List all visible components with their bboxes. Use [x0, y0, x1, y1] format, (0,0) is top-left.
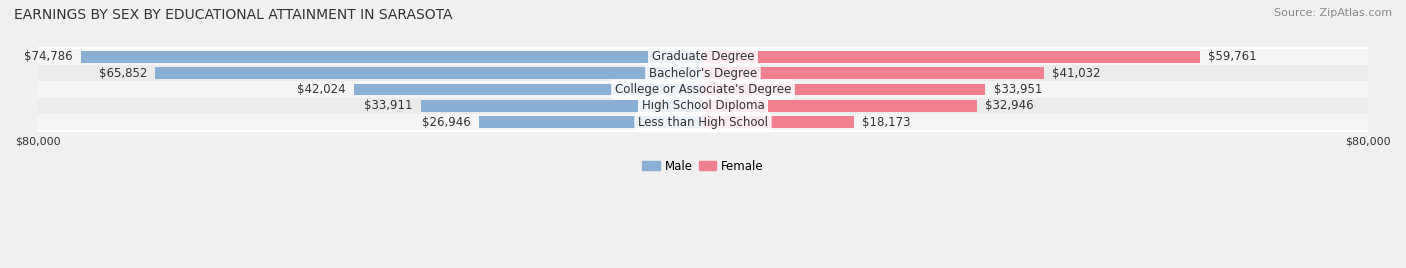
Text: $59,761: $59,761 [1208, 50, 1257, 64]
Bar [703, 100, 977, 112]
Bar [479, 116, 703, 128]
Bar [82, 51, 703, 63]
Text: Less than High School: Less than High School [638, 116, 768, 129]
Text: $41,032: $41,032 [1053, 67, 1101, 80]
Bar [703, 84, 986, 95]
Text: Graduate Degree: Graduate Degree [652, 50, 754, 64]
Bar [703, 116, 853, 128]
Text: $33,911: $33,911 [364, 99, 413, 112]
Legend: Male, Female: Male, Female [643, 160, 763, 173]
Text: High School Diploma: High School Diploma [641, 99, 765, 112]
Bar [38, 81, 1368, 98]
Bar [38, 98, 1368, 114]
Text: $33,951: $33,951 [994, 83, 1042, 96]
Text: $42,024: $42,024 [297, 83, 346, 96]
Bar [420, 100, 703, 112]
Bar [703, 51, 1199, 63]
Bar [38, 49, 1368, 65]
Text: EARNINGS BY SEX BY EDUCATIONAL ATTAINMENT IN SARASOTA: EARNINGS BY SEX BY EDUCATIONAL ATTAINMEN… [14, 8, 453, 22]
Text: Bachelor's Degree: Bachelor's Degree [650, 67, 756, 80]
Text: $65,852: $65,852 [98, 67, 148, 80]
Text: Source: ZipAtlas.com: Source: ZipAtlas.com [1274, 8, 1392, 18]
Bar [703, 67, 1045, 79]
Text: $26,946: $26,946 [422, 116, 471, 129]
Text: $18,173: $18,173 [862, 116, 911, 129]
Bar [38, 65, 1368, 81]
Bar [353, 84, 703, 95]
Text: $32,946: $32,946 [986, 99, 1033, 112]
Text: $74,786: $74,786 [24, 50, 73, 64]
Bar [156, 67, 703, 79]
Bar [38, 114, 1368, 130]
Text: College or Associate's Degree: College or Associate's Degree [614, 83, 792, 96]
